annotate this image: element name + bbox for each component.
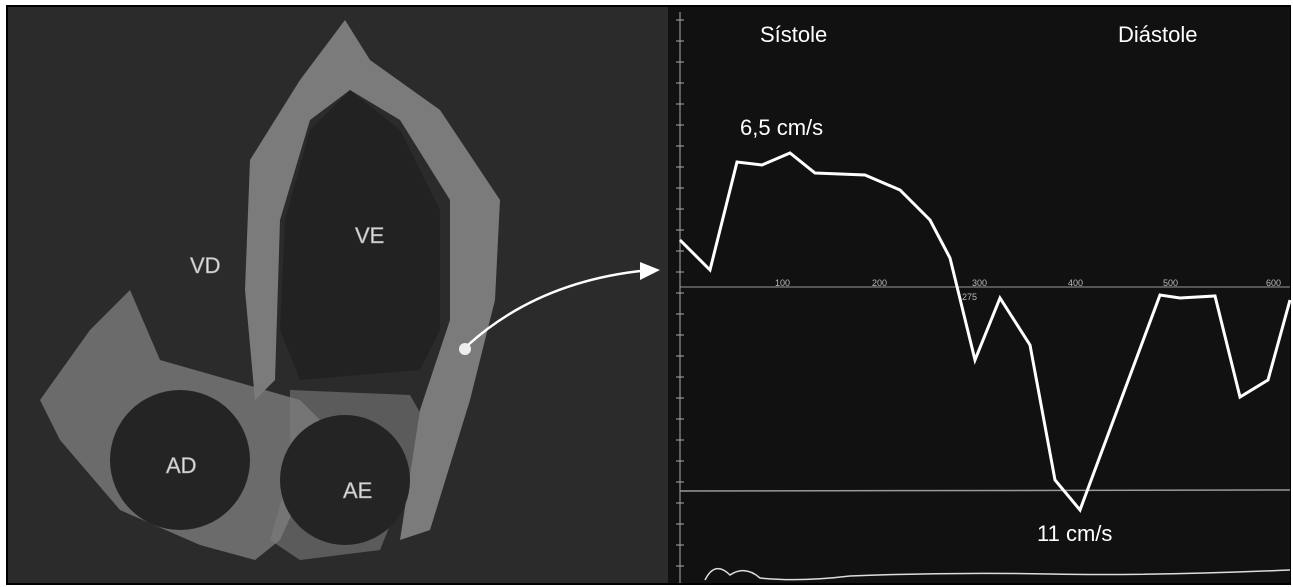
diastole-peak: 11 cm/s: [1037, 521, 1112, 546]
figure: VD VE AD AE 100 200 300 275 400 500 600 …: [0, 0, 1293, 587]
label-ae: AE: [343, 478, 372, 503]
label-ve: VE: [355, 223, 384, 248]
doppler-panel: [668, 7, 1290, 583]
diastole-label: Diástole: [1118, 22, 1197, 47]
time-label: 600: [1266, 278, 1281, 288]
time-label: 300: [972, 278, 987, 288]
time-label: 400: [1068, 278, 1083, 288]
reference-line: [680, 490, 1290, 491]
label-vd: VD: [190, 253, 221, 278]
systole-peak: 6,5 cm/s: [740, 115, 823, 140]
label-ad: AD: [166, 453, 197, 478]
page: {"echo_labels": {"right_ventricle": "VD"…: [0, 0, 1293, 587]
time-label: 500: [1163, 278, 1178, 288]
systole-label: Sístole: [760, 22, 827, 47]
time-label: 275: [962, 292, 977, 302]
time-label: 100: [775, 278, 790, 288]
time-label: 200: [872, 278, 887, 288]
